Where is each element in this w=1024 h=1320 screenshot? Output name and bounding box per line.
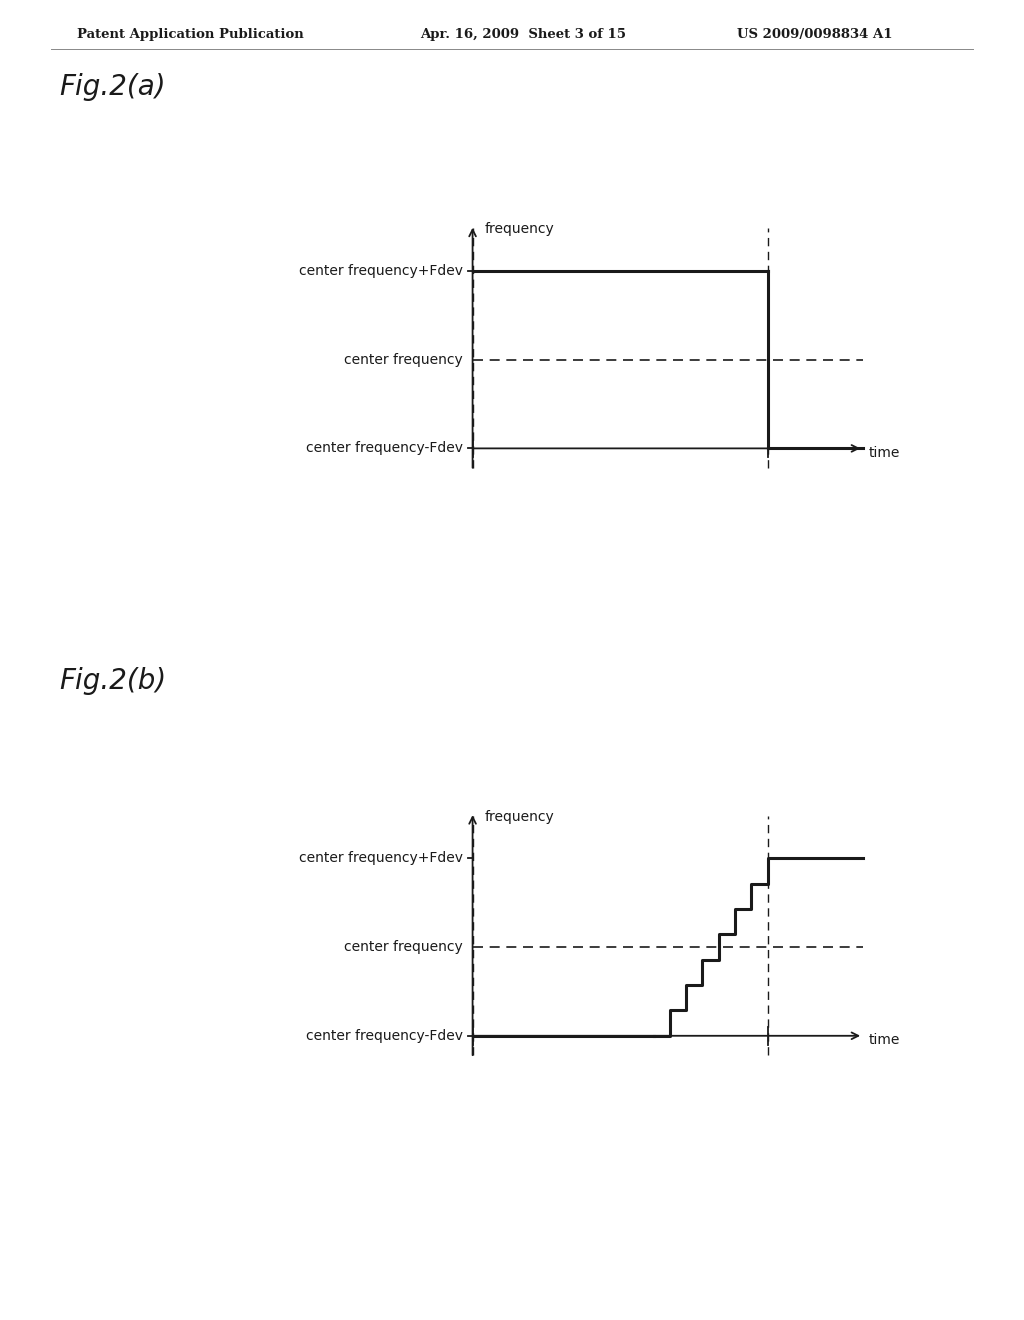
Text: center frequency: center frequency (344, 352, 463, 367)
Text: Apr. 16, 2009  Sheet 3 of 15: Apr. 16, 2009 Sheet 3 of 15 (420, 28, 626, 41)
Text: Patent Application Publication: Patent Application Publication (77, 28, 303, 41)
Text: center frequency: center frequency (344, 940, 463, 954)
Text: center frequency-Fdev: center frequency-Fdev (306, 1028, 463, 1043)
Text: US 2009/0098834 A1: US 2009/0098834 A1 (737, 28, 893, 41)
Text: frequency: frequency (484, 222, 554, 236)
Text: Fig.2(a): Fig.2(a) (59, 73, 166, 100)
Text: time: time (868, 1034, 900, 1047)
Text: center frequency+Fdev: center frequency+Fdev (299, 851, 463, 866)
Text: time: time (868, 446, 900, 459)
Text: Fig.2(b): Fig.2(b) (59, 667, 167, 694)
Text: frequency: frequency (484, 809, 554, 824)
Text: center frequency-Fdev: center frequency-Fdev (306, 441, 463, 455)
Text: center frequency+Fdev: center frequency+Fdev (299, 264, 463, 279)
